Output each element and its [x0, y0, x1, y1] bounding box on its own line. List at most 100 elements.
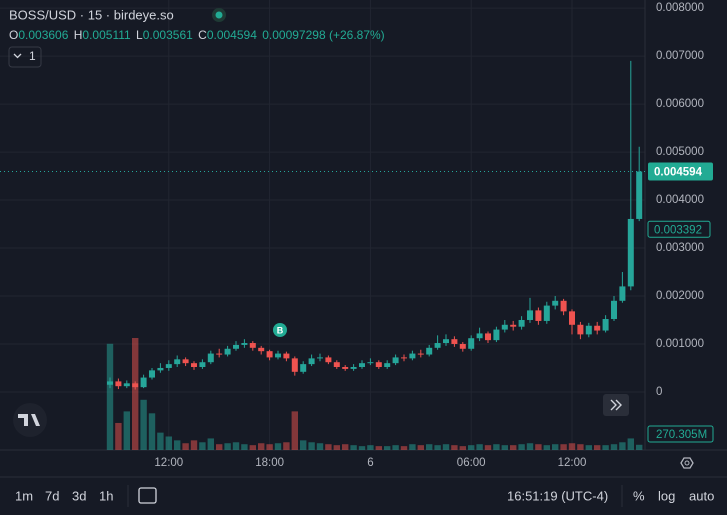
candle-body: [611, 300, 617, 320]
candle-body: [325, 357, 332, 363]
settings-icon[interactable]: [680, 457, 694, 469]
volume-bar: [560, 444, 567, 450]
chart-title: BOSS/USD · 15 · birdeye.so: [9, 7, 174, 22]
ohlc-legend: O0.003606 H0.005111 L0.003561 C0.004594 …: [9, 28, 385, 42]
y-tick-label: 0.003000: [656, 242, 704, 254]
h-label: H: [74, 28, 83, 42]
volume-bar: [442, 444, 450, 450]
volume-bar: [115, 422, 122, 450]
volume-bar: [174, 440, 181, 450]
volume-bar: [316, 443, 324, 450]
candle-body: [283, 353, 290, 359]
candle-body: [518, 319, 525, 327]
volume-bar: [501, 445, 508, 450]
candle-body: [149, 370, 155, 378]
candle-body: [560, 300, 567, 312]
candle-body: [123, 383, 130, 387]
candle-body: [552, 300, 559, 306]
candle-body: [174, 359, 181, 365]
candle-body: [459, 343, 466, 349]
scale-option[interactable]: log: [658, 488, 675, 503]
volume-bar: [493, 444, 500, 450]
candle-body: [543, 305, 550, 321]
marker-price-label: 0.003392: [654, 224, 702, 236]
volume-bar: [132, 338, 139, 450]
volume-bar: [148, 413, 156, 450]
indicator-count: 1: [29, 49, 36, 63]
candle-body: [199, 362, 206, 368]
indicator-toggle[interactable]: [8, 46, 42, 68]
volume-bar: [636, 444, 643, 450]
candle-body: [207, 353, 214, 363]
candle-body: [602, 319, 609, 331]
y-tick-label: 0.005000: [656, 146, 704, 158]
volume-bar: [216, 444, 223, 450]
candle-body: [627, 218, 634, 287]
candle-body: [468, 338, 475, 349]
date-range-icon[interactable]: [138, 487, 157, 504]
candle-body: [275, 353, 281, 358]
o-value: 0.003606: [18, 28, 68, 42]
volume-bar: [392, 445, 399, 450]
y-tick-label: 0.001000: [656, 338, 704, 350]
volume-bar: [106, 343, 114, 450]
candle-body: [619, 286, 626, 301]
volume-bar: [258, 443, 265, 450]
volume-bar: [426, 444, 433, 450]
interval-button[interactable]: 1h: [99, 488, 113, 503]
volume-bar: [274, 443, 282, 450]
candle-body: [476, 333, 483, 339]
candle-body: [367, 362, 374, 364]
volume-bar: [207, 438, 214, 450]
volume-bar: [577, 444, 584, 450]
candle-body: [527, 310, 533, 320]
change-pct: (+26.87%): [329, 28, 385, 42]
candle-body: [132, 383, 139, 388]
candle-body: [241, 343, 248, 345]
candle-body: [266, 351, 273, 358]
candle-body: [375, 362, 382, 368]
candle-body: [216, 353, 223, 355]
interval-button[interactable]: 7d: [45, 488, 59, 503]
candle-body: [300, 364, 307, 372]
volume-bar: [552, 444, 559, 450]
candle-body: [384, 363, 391, 368]
volume-bar: [241, 444, 248, 450]
last-price-label: 0.004594: [654, 167, 703, 179]
volume-bar: [350, 445, 357, 450]
volume-bar: [451, 445, 458, 450]
scale-option[interactable]: %: [633, 488, 645, 503]
change: 0.00097298: [262, 28, 326, 42]
last-price-box: [648, 162, 713, 181]
volume-bar: [518, 444, 525, 450]
candle-body: [224, 348, 231, 355]
volume-bar: [384, 446, 391, 450]
volume-bar: [140, 399, 147, 450]
volume-bar: [476, 444, 483, 450]
candle-body: [317, 357, 323, 359]
candle-body: [409, 353, 416, 359]
candle-body: [333, 362, 340, 368]
interval-button[interactable]: 3d: [72, 488, 86, 503]
scale-option[interactable]: auto: [689, 488, 714, 503]
volume-bar: [535, 444, 542, 450]
volume-bar: [526, 443, 534, 450]
volume-bar: [333, 445, 340, 450]
volume-bar: [375, 446, 382, 450]
candle-body: [107, 381, 113, 385]
volume-bar: [300, 440, 307, 450]
volume-bar: [157, 432, 164, 450]
candle-body: [636, 171, 643, 219]
volume-bar: [417, 445, 424, 450]
y-tick-label: 0: [656, 386, 662, 398]
y-tick-label: 0.004000: [656, 194, 704, 206]
buy-marker[interactable]: [273, 323, 287, 337]
interval-button[interactable]: 1m: [15, 488, 33, 503]
volume-bar: [182, 443, 189, 450]
volume-bar: [400, 446, 408, 450]
candle-body: [140, 377, 147, 388]
candle-body: [165, 364, 172, 368]
buy-marker-label: B: [277, 325, 284, 335]
candle-body: [291, 358, 298, 372]
volume-bar: [619, 442, 626, 450]
